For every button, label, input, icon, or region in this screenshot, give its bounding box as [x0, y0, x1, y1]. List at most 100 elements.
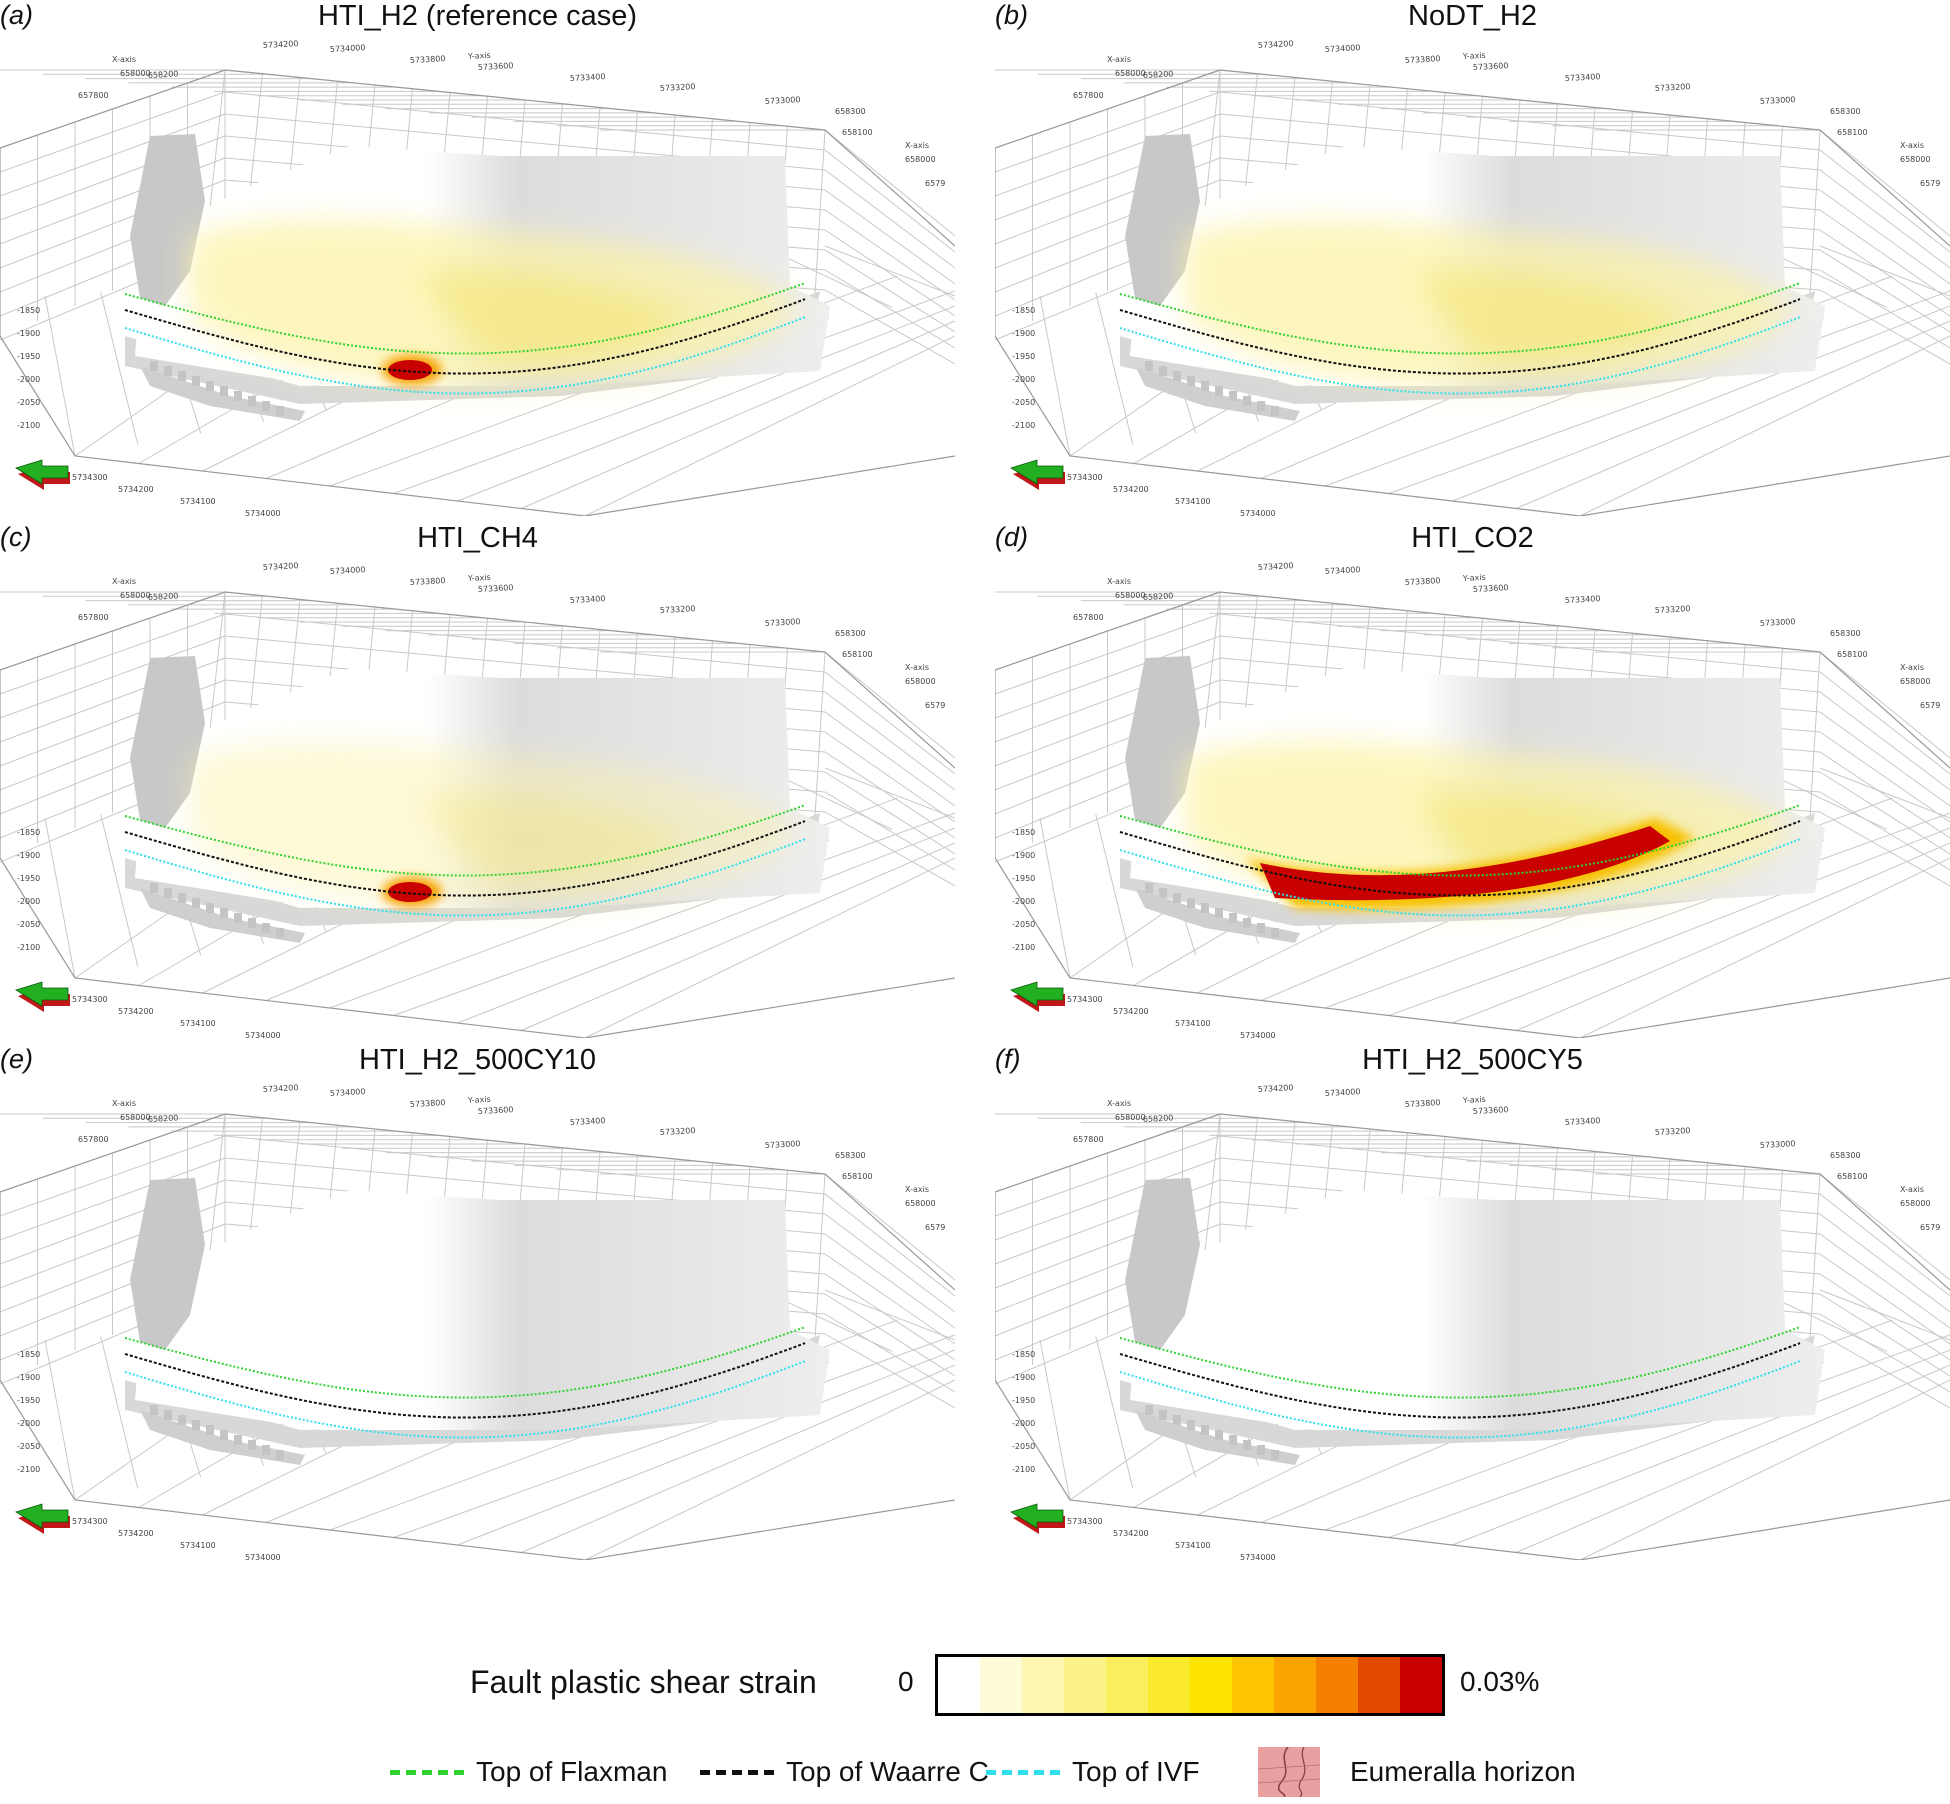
- colorbar-segment: [1232, 1657, 1274, 1713]
- fault-surface: [1130, 1180, 1825, 1430]
- axis-tick-label: 658000: [1900, 1199, 1931, 1208]
- top-of-ivf-line: [124, 1360, 806, 1439]
- axis-labels: 658200 5734200 5734000 5733800 Y-axis5733600…: [17, 1083, 945, 1560]
- axis-title: X-axis: [112, 55, 136, 64]
- panel-title: NoDT_H2: [1408, 0, 1537, 32]
- fault-3d-view: 658200 5734200 5734000 5733800 Y-axis5733600…: [0, 561, 955, 1038]
- axis-title: X-axis: [112, 1099, 136, 1108]
- axis-tick-label: -2000: [17, 375, 40, 384]
- frame-top: [0, 591, 955, 769]
- axis-tick-label: 5734300: [72, 473, 108, 482]
- axis-tick-label: 658000: [1115, 69, 1146, 78]
- strain-halo-core: [420, 273, 690, 360]
- top-of-waarre-c-line: [1119, 1342, 1801, 1419]
- dashed-line-icon: [390, 1769, 464, 1775]
- axis-tick-label: Y-axis: [467, 573, 491, 583]
- axis-title: X-axis: [112, 577, 136, 586]
- axis-title: X-axis: [905, 1185, 929, 1194]
- fault-cell: [220, 1430, 228, 1440]
- axis-tick-label: -2000: [1012, 375, 1035, 384]
- panel-title: HTI_CH4: [417, 522, 538, 554]
- fault-cell: [234, 913, 242, 923]
- axis-labels: 658200 5734200 5734000 5733800 Y-axis5733600…: [1012, 39, 1940, 516]
- axis-tick-label: -2100: [17, 943, 40, 952]
- panel-title: HTI_H2_500CY10: [359, 1044, 596, 1076]
- axis-tick-label: 5733800: [1405, 1098, 1441, 1109]
- fault-cell: [206, 903, 214, 913]
- axis-tick-label: 5734300: [72, 1517, 108, 1526]
- axis-tick-label: 5733000: [765, 617, 801, 628]
- axis-tick-label: 5734000: [330, 565, 366, 576]
- axis-tick-label: -2050: [17, 920, 40, 929]
- horizon-lines: [1119, 1326, 1801, 1439]
- top-of-ivf-line: [1119, 316, 1801, 395]
- dashed-line-icon: [986, 1769, 1060, 1775]
- axis-labels: 658200 5734200 5734000 5733800 Y-axis5733600…: [17, 561, 945, 1038]
- axis-tick-label: 657800: [78, 613, 109, 622]
- axis-tick-label: 658100: [842, 1172, 873, 1181]
- axis-tick-label: 5733200: [1655, 1126, 1691, 1137]
- axis-tick-label: 5734000: [330, 43, 366, 54]
- frame-top: [995, 69, 1950, 247]
- orientation-arrow-icon: [1010, 981, 1065, 1012]
- fault-cell: [1187, 898, 1195, 908]
- axis-tick-label: 5734000: [245, 1553, 281, 1560]
- frame-top: [995, 591, 1950, 769]
- fault-cell: [1243, 918, 1251, 928]
- axis-tick-label: 5733400: [1565, 594, 1601, 605]
- axis-tick-label: 6579: [925, 1223, 945, 1232]
- axis-title: X-axis: [1107, 577, 1131, 586]
- legend: Top of Flaxman Top of Waarre C Top of IV…: [0, 1747, 1950, 1797]
- panel-letter: (a): [0, 0, 33, 30]
- fault-cell: [1145, 361, 1153, 371]
- axis-tick-label: 5733000: [765, 95, 801, 106]
- axis-tick-label: -1850: [17, 1350, 40, 1359]
- orientation-arrow-icon: [15, 1503, 70, 1534]
- axis-tick-label: -1900: [1012, 329, 1035, 338]
- axis-tick-label: 5734200: [1258, 1083, 1294, 1094]
- eumeralla-swatch-icon: [1258, 1747, 1320, 1797]
- fault-cell: [276, 1450, 284, 1460]
- fault-3d-view: 658200 5734200 5734000 5733800 Y-axis5733600…: [995, 39, 1950, 516]
- fault-cell: [1215, 1430, 1223, 1440]
- axis-tick-label: -2100: [17, 421, 40, 430]
- panel-letter: (c): [0, 522, 32, 552]
- top-of-waarre-c-line: [1119, 820, 1801, 897]
- axis-tick-label: -2100: [1012, 421, 1035, 430]
- legend-label: Top of IVF: [1072, 1756, 1200, 1787]
- axis-tick-label: 657800: [78, 91, 109, 100]
- panel-c: (c) HTI_CH4 658200 5734200 5734000 5733800 Y…: [0, 522, 955, 1042]
- axis-tick-label: 5733200: [1655, 604, 1691, 615]
- top-of-flaxman-line: [1119, 282, 1801, 355]
- axis-tick-label: -1850: [17, 828, 40, 837]
- axis-tick-label: -2000: [1012, 1419, 1035, 1428]
- fault-3d-view: 658200 5734200 5734000 5733800 Y-axis5733600…: [995, 1083, 1950, 1560]
- axis-tick-label: 5733400: [570, 1116, 606, 1127]
- top-of-waarre-c-line: [124, 298, 806, 375]
- axis-tick-label: -2050: [17, 1442, 40, 1451]
- fault-cell: [262, 1445, 270, 1455]
- axis-tick-label: 5733600: [478, 61, 514, 72]
- fault-cell: [164, 366, 172, 376]
- fault-left-lobe: [1125, 656, 1200, 828]
- fault-cell: [1257, 401, 1265, 411]
- frame-top: [0, 69, 955, 247]
- horizon-lines: [1119, 804, 1801, 917]
- axis-labels: 658200 5734200 5734000 5733800 Y-axis5733600…: [1012, 561, 1940, 1038]
- colorbar-segment: [1358, 1657, 1400, 1713]
- colorbar-max-label: 0.03%: [1460, 1666, 1540, 1697]
- fault-cell: [1243, 1440, 1251, 1450]
- panel-title: HTI_CO2: [1411, 522, 1534, 554]
- fault-cell: [1271, 406, 1279, 416]
- fault-cell: [1187, 376, 1195, 386]
- dashed-line-icon: [700, 1769, 774, 1775]
- frame-bottom: [0, 1192, 955, 1560]
- axis-tick-label: 5734000: [245, 1031, 281, 1038]
- axis-tick-label: 5734100: [1175, 1019, 1211, 1028]
- axis-tick-label: 5733400: [570, 594, 606, 605]
- colorbar-scale: [935, 1654, 1445, 1716]
- top-of-ivf-line: [1119, 838, 1801, 917]
- fault-cell: [1145, 883, 1153, 893]
- axis-tick-label: 658200: [148, 69, 179, 80]
- strain-hotspot: [388, 360, 432, 380]
